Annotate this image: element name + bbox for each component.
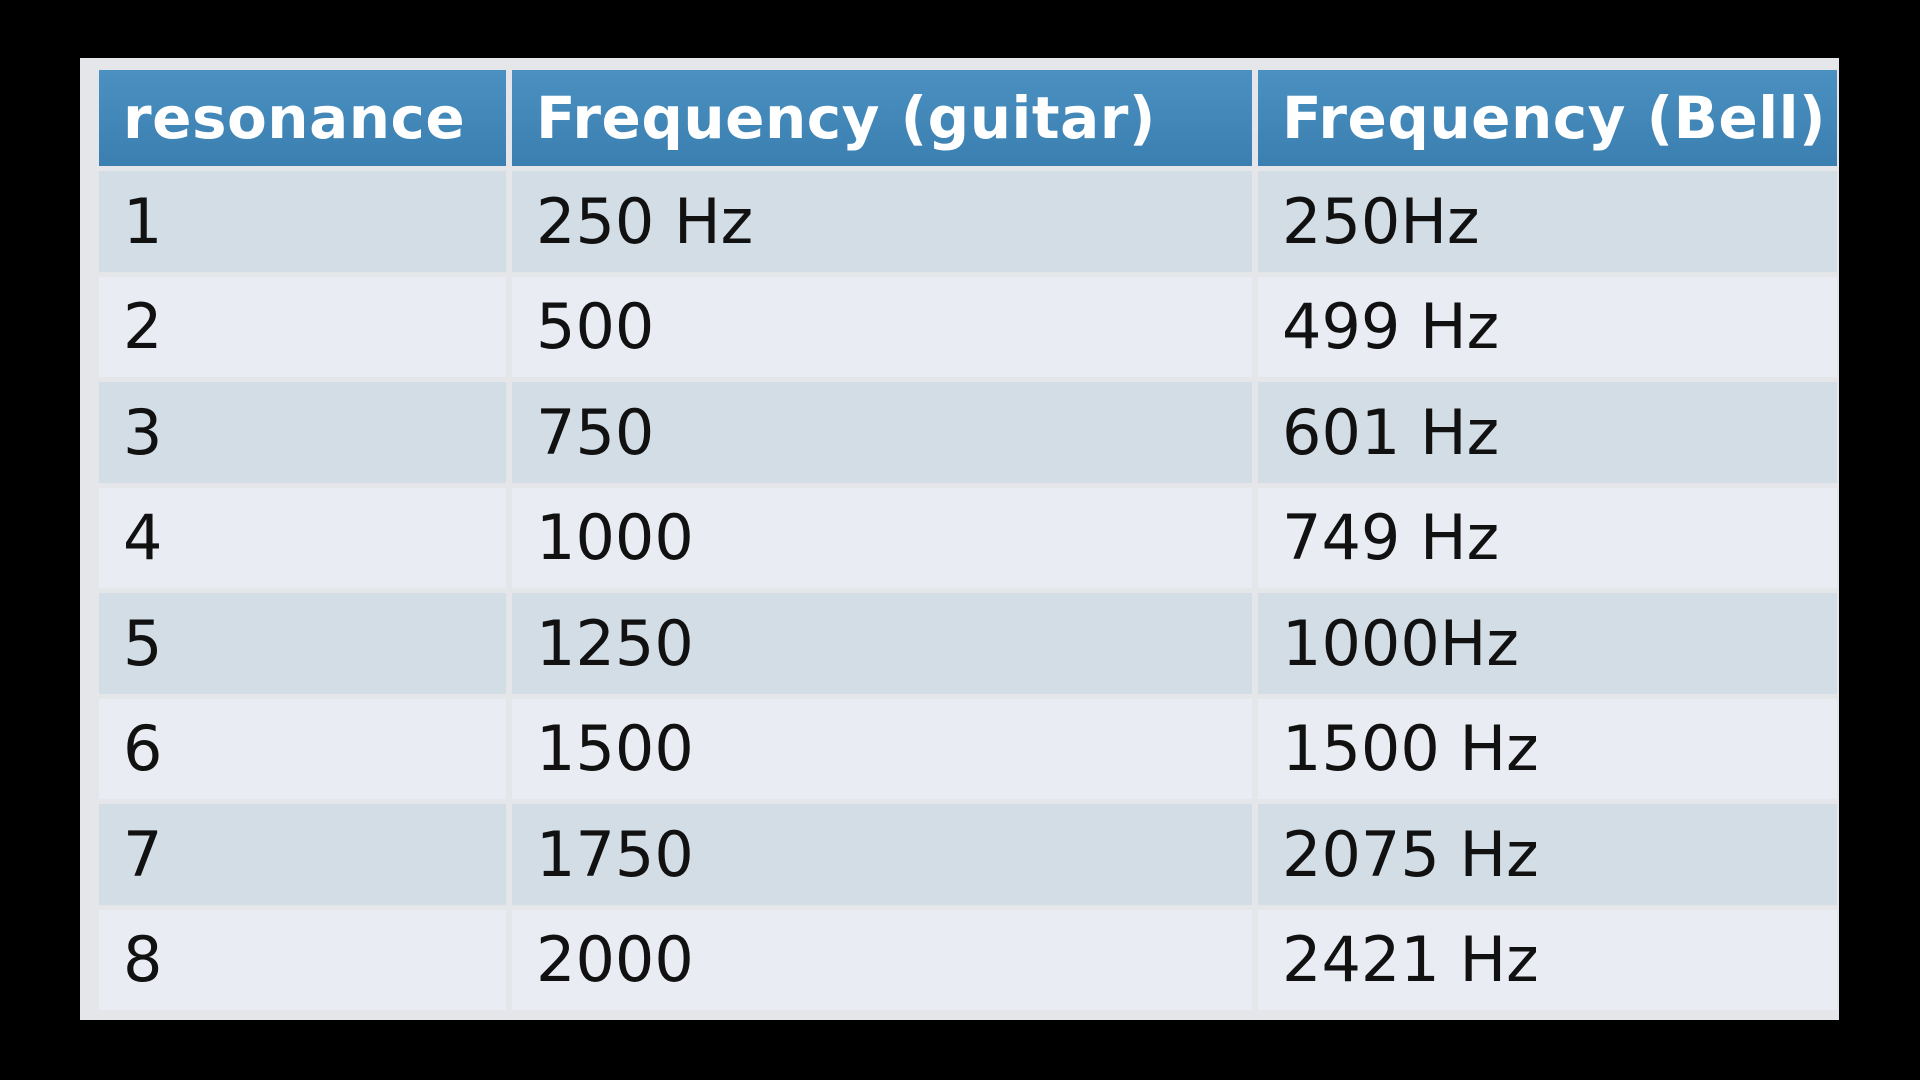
header-frequency-guitar: Frequency (guitar) (512, 70, 1252, 166)
table-row: 4 1000 749 Hz (99, 487, 1837, 588)
bell-frequency-cell: 601 Hz (1258, 382, 1837, 483)
resonance-cell: 8 (99, 909, 506, 1010)
guitar-frequency-cell: 750 (512, 382, 1252, 483)
guitar-frequency-cell: 2000 (512, 909, 1252, 1010)
resonance-cell: 7 (99, 804, 506, 905)
table-row: 3 750 601 Hz (99, 382, 1837, 483)
bell-frequency-cell: 2421 Hz (1258, 909, 1837, 1010)
table-row: 7 1750 2075 Hz (99, 804, 1837, 905)
guitar-frequency-cell: 500 (512, 276, 1252, 377)
table-row: 6 1500 1500 Hz (99, 698, 1837, 799)
header-frequency-bell: Frequency (Bell) (1258, 70, 1837, 166)
bell-frequency-cell: 2075 Hz (1258, 804, 1837, 905)
table-row: 8 2000 2421 Hz (99, 909, 1837, 1010)
resonance-cell: 2 (99, 276, 506, 377)
guitar-frequency-cell: 1000 (512, 487, 1252, 588)
resonance-cell: 6 (99, 698, 506, 799)
frequency-table: resonance Frequency (guitar) Frequency (… (93, 65, 1839, 1015)
table-row: 2 500 499 Hz (99, 276, 1837, 377)
table-row: 5 1250 1000Hz (99, 593, 1837, 694)
bell-frequency-cell: 1000Hz (1258, 593, 1837, 694)
guitar-frequency-cell: 1750 (512, 804, 1252, 905)
table-row: 1 250 Hz 250Hz (99, 171, 1837, 272)
resonance-cell: 1 (99, 171, 506, 272)
bell-frequency-cell: 250Hz (1258, 171, 1837, 272)
resonance-cell: 3 (99, 382, 506, 483)
resonance-cell: 5 (99, 593, 506, 694)
table-slide: resonance Frequency (guitar) Frequency (… (80, 58, 1839, 1020)
guitar-frequency-cell: 250 Hz (512, 171, 1252, 272)
header-row: resonance Frequency (guitar) Frequency (… (99, 70, 1837, 166)
header-resonance: resonance (99, 70, 506, 166)
guitar-frequency-cell: 1250 (512, 593, 1252, 694)
bell-frequency-cell: 499 Hz (1258, 276, 1837, 377)
guitar-frequency-cell: 1500 (512, 698, 1252, 799)
resonance-cell: 4 (99, 487, 506, 588)
bell-frequency-cell: 1500 Hz (1258, 698, 1837, 799)
bell-frequency-cell: 749 Hz (1258, 487, 1837, 588)
